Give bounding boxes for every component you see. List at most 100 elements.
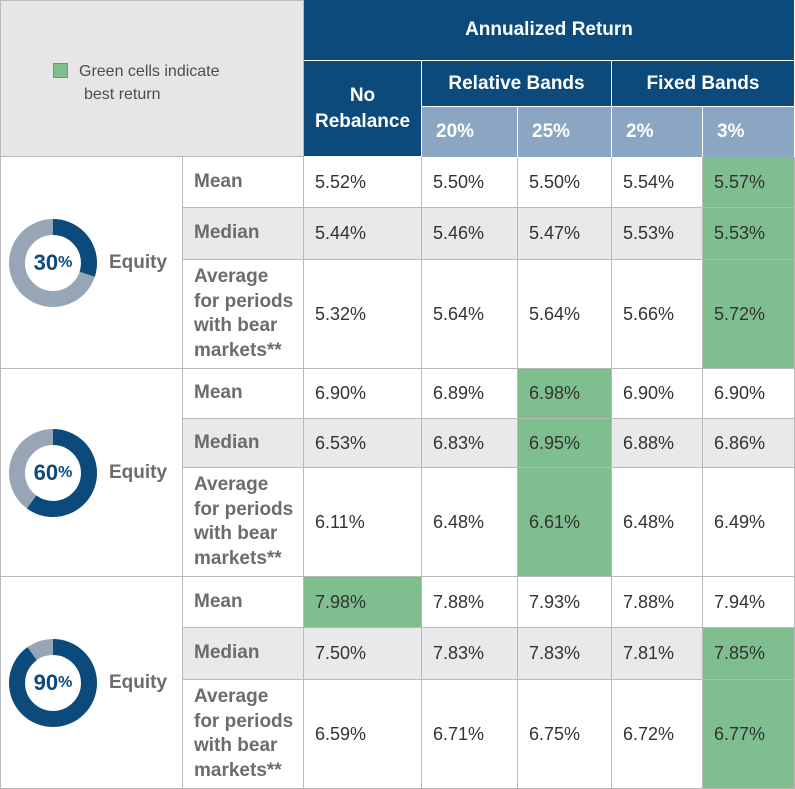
best-value-cell: 5.57% [703, 157, 795, 208]
row-label: Median [183, 628, 304, 680]
legend-area: Green cells indicate best return [0, 0, 304, 157]
row-label-line: for periods [194, 290, 294, 312]
equity-percentage-value: 30 [33, 250, 59, 275]
row-label-line: markets** [194, 759, 282, 781]
value-cell: 5.47% [518, 208, 612, 260]
equity-indicator-60: 60% Equity [7, 427, 167, 519]
value-cell: 7.94% [703, 577, 795, 628]
row-label-line: for periods [194, 498, 294, 520]
equity-label: Equity [109, 462, 168, 483]
header-no-rebalance-line2: Rebalance [314, 110, 411, 132]
value-cell: 7.88% [422, 577, 518, 628]
best-value-cell: 6.61% [518, 468, 612, 577]
row-label: Median [183, 419, 304, 468]
value-cell: 7.50% [304, 628, 422, 680]
value-cell: 5.32% [304, 260, 422, 369]
header-col-3pct: 3% [703, 107, 795, 157]
equity-percentage-sign: % [58, 254, 73, 271]
equity-donut: 30% [7, 217, 99, 309]
header-annualized-return: Annualized Return [304, 0, 795, 61]
equity-group-30: 30% Equity [0, 157, 183, 369]
value-cell: 5.54% [612, 157, 703, 208]
equity-indicator-30: 30% Equity [7, 217, 167, 309]
value-cell: 6.11% [304, 468, 422, 577]
value-cell: 6.86% [703, 419, 795, 468]
row-label-multiline: Average for periods with bear markets** [194, 685, 293, 783]
equity-percentage-value: 90 [33, 670, 59, 695]
value-cell: 6.72% [612, 680, 703, 789]
row-label-multiline: Average for periods with bear markets** [194, 265, 293, 363]
value-cell: 6.75% [518, 680, 612, 789]
row-label: Average for periods with bear markets** [183, 468, 304, 577]
row-label-line: Average [194, 474, 269, 495]
row-label: Average for periods with bear markets** [183, 260, 304, 369]
equity-group-60: 60% Equity [0, 369, 183, 577]
value-cell: 6.89% [422, 369, 518, 419]
equity-label: Equity [109, 672, 168, 693]
best-value-cell: 7.85% [703, 628, 795, 680]
row-label-line: for periods [194, 710, 294, 732]
equity-percentage: 30% [7, 217, 99, 309]
best-value-cell: 6.77% [703, 680, 795, 789]
value-cell: 6.90% [304, 369, 422, 419]
legend-text-line1: Green cells indicate [79, 63, 220, 80]
legend-swatch [53, 63, 68, 78]
row-label: Mean [183, 157, 304, 208]
header-col-20pct: 20% [422, 107, 518, 157]
value-cell: 5.66% [612, 260, 703, 369]
equity-donut: 60% [7, 427, 99, 519]
value-cell: 6.83% [422, 419, 518, 468]
value-cell: 6.71% [422, 680, 518, 789]
header-fixed-bands: Fixed Bands [612, 61, 795, 107]
row-label-multiline: Average for periods with bear markets** [194, 473, 293, 571]
equity-percentage-sign: % [58, 674, 73, 691]
best-value-cell: 6.95% [518, 419, 612, 468]
equity-indicator-90: 90% Equity [7, 637, 167, 729]
equity-donut-chart [9, 429, 97, 517]
value-cell: 6.90% [612, 369, 703, 419]
value-cell: 7.93% [518, 577, 612, 628]
value-cell: 5.64% [518, 260, 612, 369]
value-cell: 7.88% [612, 577, 703, 628]
header-relative-bands: Relative Bands [422, 61, 612, 107]
equity-percentage-value: 60 [33, 460, 59, 485]
equity-percentage: 90% [7, 637, 99, 729]
header-no-rebalance-line1: No [349, 84, 376, 106]
header-col-25pct: 25% [518, 107, 612, 157]
value-cell: 6.48% [422, 468, 518, 577]
legend-text-line2: best return [84, 86, 161, 103]
donut-equity-arc [9, 639, 97, 727]
row-label-line: Average [194, 266, 269, 287]
value-cell: 5.44% [304, 208, 422, 260]
best-value-cell: 6.98% [518, 369, 612, 419]
value-cell: 6.53% [304, 419, 422, 468]
equity-label: Equity [109, 252, 168, 273]
row-label-line: with bear [194, 523, 278, 544]
value-cell: 5.53% [612, 208, 703, 260]
best-value-cell: 5.72% [703, 260, 795, 369]
value-cell: 6.59% [304, 680, 422, 789]
value-cell: 5.52% [304, 157, 422, 208]
value-cell: 6.49% [703, 468, 795, 577]
row-label-line: markets** [194, 547, 282, 569]
row-label: Median [183, 208, 304, 260]
header-col-2pct: 2% [612, 107, 703, 157]
value-cell: 6.48% [612, 468, 703, 577]
donut-equity-arc [9, 429, 97, 517]
row-label-line: with bear [194, 315, 278, 336]
value-cell: 5.50% [518, 157, 612, 208]
row-label-line: Average [194, 686, 269, 707]
equity-group-90: 90% Equity [0, 577, 183, 789]
best-value-cell: 7.98% [304, 577, 422, 628]
best-value-cell: 5.53% [703, 208, 795, 260]
value-cell: 7.83% [422, 628, 518, 680]
value-cell: 6.88% [612, 419, 703, 468]
value-cell: 5.46% [422, 208, 518, 260]
value-cell: 7.81% [612, 628, 703, 680]
legend-text: Green cells indicate best return [79, 60, 220, 106]
equity-donut-chart [9, 639, 97, 727]
equity-donut: 90% [7, 637, 99, 729]
value-cell: 6.90% [703, 369, 795, 419]
equity-percentage: 60% [7, 427, 99, 519]
